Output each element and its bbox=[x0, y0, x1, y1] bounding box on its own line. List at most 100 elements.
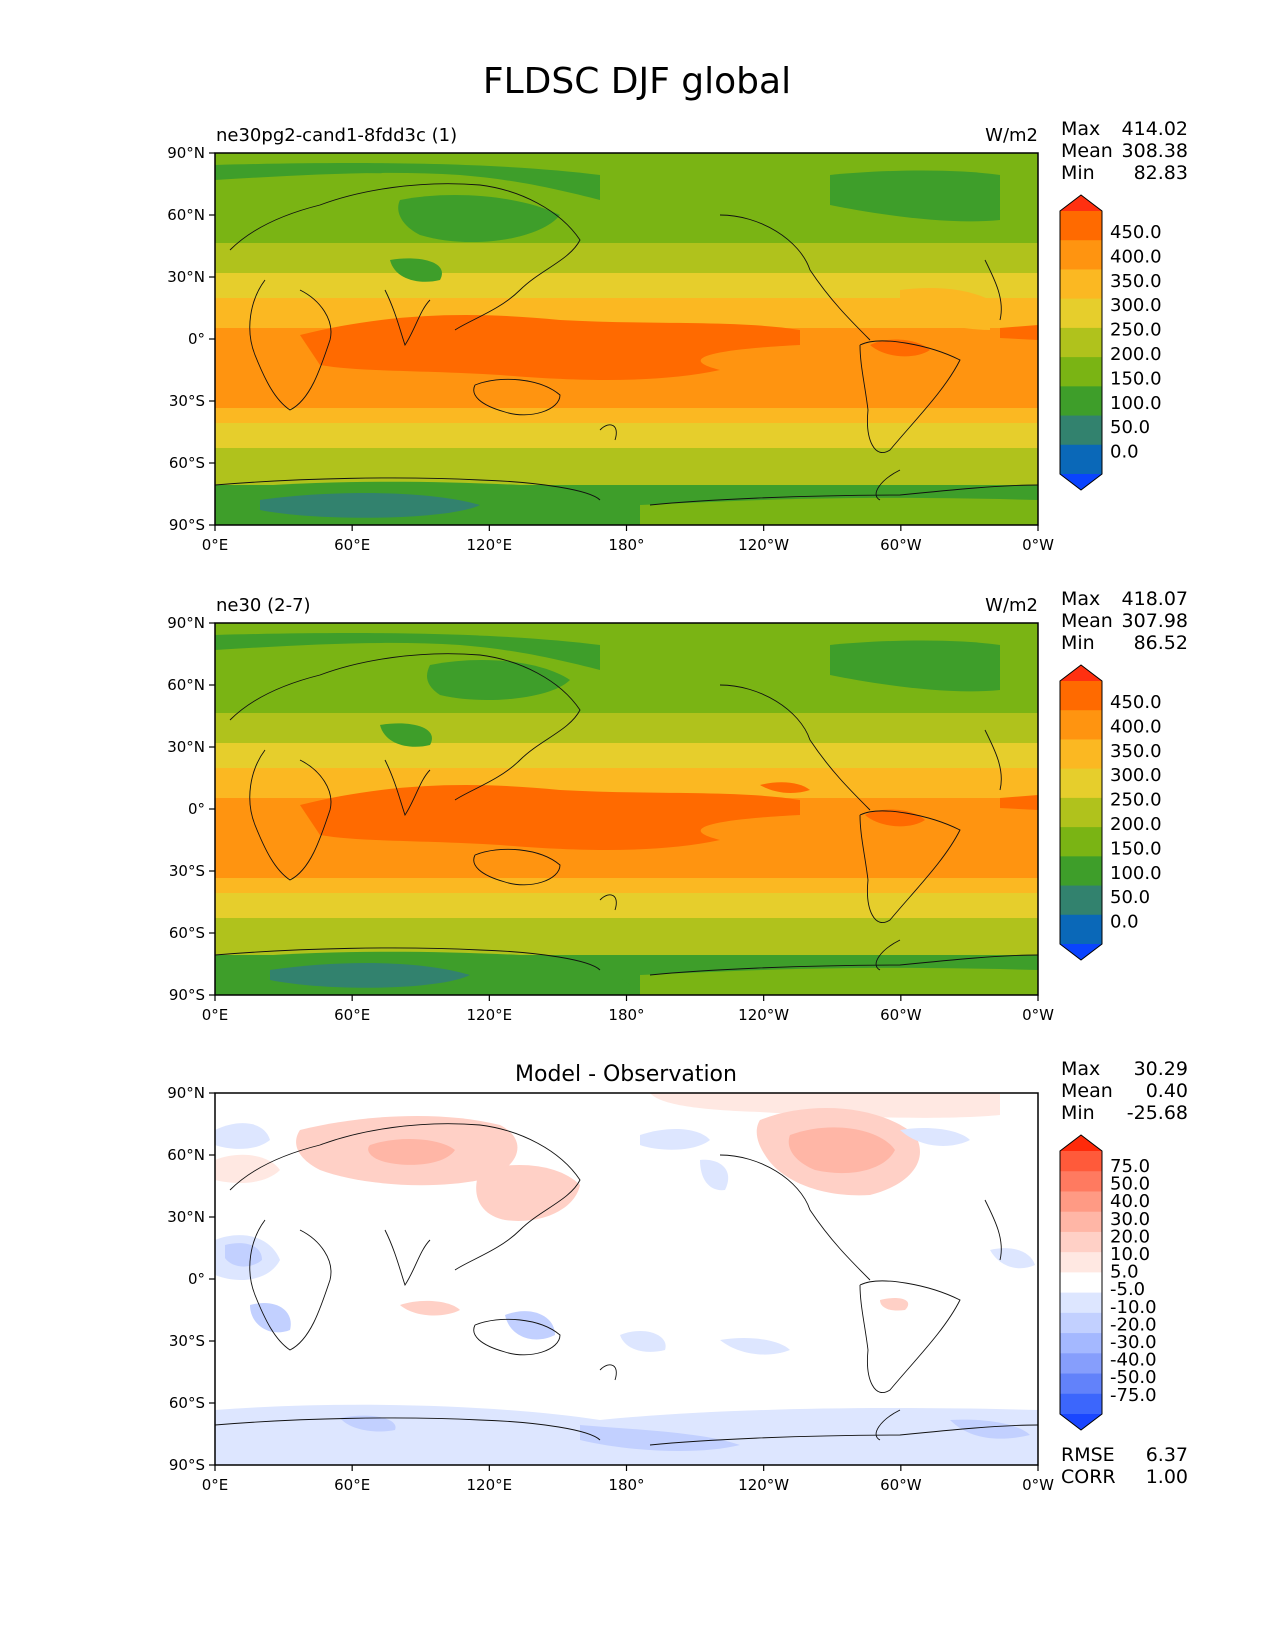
stat-min-value: -25.68 bbox=[1127, 1102, 1188, 1124]
y-tick-label: 30°N bbox=[167, 1208, 205, 1226]
colorbar-label: 50.0 bbox=[1110, 417, 1150, 438]
colorbar-label: 450.0 bbox=[1110, 692, 1162, 713]
y-tick-label: 30°N bbox=[167, 738, 205, 756]
panel-model-2: ne30 (2-7) W/m2 90°N60°N30°N0°30°S60°S90… bbox=[167, 588, 1188, 1024]
colorbar-label: -5.0 bbox=[1110, 1279, 1145, 1300]
y-axis-ticks: 90°N 60°N 30°N 0° 30°S 60°S 90°S bbox=[167, 614, 215, 1004]
y-tick-label: 30°S bbox=[169, 392, 205, 410]
y-tick-label: 0° bbox=[188, 330, 205, 348]
x-tick-label: 60°E bbox=[334, 1006, 370, 1024]
colorbar-label: 150.0 bbox=[1110, 838, 1162, 859]
colorbar-swatch bbox=[1060, 386, 1102, 417]
colorbar-swatch bbox=[1060, 1171, 1102, 1192]
colorbar-swatch bbox=[1060, 1151, 1102, 1172]
x-tick-label: 60°W bbox=[880, 1006, 922, 1024]
stat-mean-label: Mean bbox=[1061, 610, 1113, 632]
colorbar-swatch bbox=[1060, 856, 1102, 887]
panel-units: W/m2 bbox=[985, 595, 1038, 616]
rmse-label: RMSE bbox=[1061, 1444, 1115, 1466]
colorbar-swatch bbox=[1060, 1373, 1102, 1395]
x-tick-label: 0°E bbox=[202, 536, 229, 554]
colorbar-label: 5.0 bbox=[1110, 1262, 1139, 1283]
colorbar-swatch bbox=[1060, 1191, 1102, 1213]
x-tick-label: 0°W bbox=[1022, 1476, 1054, 1494]
y-tick-label: 90°N bbox=[167, 614, 205, 632]
stat-max-value: 30.29 bbox=[1134, 1058, 1188, 1080]
colorbar-label: 400.0 bbox=[1110, 716, 1162, 737]
x-tick-label: 180° bbox=[608, 536, 644, 554]
panel-units: W/m2 bbox=[985, 125, 1038, 146]
colorbar-swatch bbox=[1060, 944, 1102, 960]
colorbar-swatch bbox=[1060, 1135, 1102, 1151]
y-tick-label: 90°S bbox=[169, 986, 205, 1004]
y-tick-label: 60°S bbox=[169, 454, 205, 472]
panel-model-1: ne30pg2-cand1-8fdd3c (1) W/m2 90°N 60°N 30… bbox=[167, 118, 1188, 554]
stat-min-label: Min bbox=[1061, 1102, 1095, 1124]
x-tick-label: 0°E bbox=[202, 1006, 229, 1024]
colorbar-label: 300.0 bbox=[1110, 295, 1162, 316]
colorbar-swatch bbox=[1060, 885, 1102, 916]
y-tick-label: 30°S bbox=[169, 1332, 205, 1350]
y-tick-label: 60°N bbox=[167, 206, 205, 224]
x-tick-label: 60°E bbox=[334, 536, 370, 554]
colorbar-swatch bbox=[1060, 1211, 1102, 1233]
x-tick-label: 60°W bbox=[880, 536, 922, 554]
panel-left-title: ne30 (2-7) bbox=[216, 595, 311, 616]
colorbar-outline bbox=[1059, 1134, 1103, 1431]
y-tick-label: 90°S bbox=[169, 516, 205, 534]
colorbar-label: 250.0 bbox=[1110, 790, 1162, 811]
colorbar-label: 350.0 bbox=[1110, 741, 1162, 762]
colorbar-swatch bbox=[1060, 710, 1102, 740]
colorbar-swatch bbox=[1060, 1333, 1102, 1354]
colorbar-swatch bbox=[1060, 1272, 1102, 1294]
colorbar-swatch bbox=[1060, 768, 1102, 799]
colorbar-label: -10.0 bbox=[1110, 1297, 1157, 1318]
stat-max-label: Max bbox=[1061, 588, 1100, 610]
y-tick-label: 0° bbox=[188, 1270, 205, 1288]
x-tick-label: 120°W bbox=[738, 536, 789, 554]
corr-value: 1.00 bbox=[1146, 1466, 1188, 1488]
colorbar-swatch bbox=[1060, 298, 1102, 329]
colorbar-swatch bbox=[1060, 665, 1102, 681]
y-tick-label: 0° bbox=[188, 800, 205, 818]
rmse-corr-box: RMSE 6.37 CORR 1.00 bbox=[1061, 1444, 1188, 1488]
colorbar-swatch bbox=[1060, 739, 1102, 770]
stat-max-label: Max bbox=[1061, 118, 1100, 140]
x-tick-label: 120°E bbox=[467, 1006, 513, 1024]
coastlines bbox=[214, 653, 1039, 976]
x-tick-label: 60°E bbox=[334, 1476, 370, 1494]
colorbar-label: 200.0 bbox=[1110, 814, 1162, 835]
x-axis-ticks: 0°E 60°E 120°E 180° 120°W 60°W 0°W bbox=[202, 525, 1054, 554]
colorbar-label: 50.0 bbox=[1110, 887, 1150, 908]
colorbar-swatch bbox=[1060, 269, 1102, 300]
figure-title: FLDSC DJF global bbox=[483, 61, 791, 102]
x-tick-label: 120°W bbox=[738, 1476, 789, 1494]
y-tick-label: 30°S bbox=[169, 862, 205, 880]
panel-left-title: ne30pg2-cand1-8fdd3c (1) bbox=[216, 125, 457, 146]
colorbar-swatch bbox=[1060, 240, 1102, 270]
stat-mean-value: 307.98 bbox=[1122, 610, 1188, 632]
x-tick-label: 120°E bbox=[467, 536, 513, 554]
x-tick-label: 0°E bbox=[202, 1476, 229, 1494]
colorbar-swatch bbox=[1060, 1393, 1102, 1415]
y-tick-label: 60°S bbox=[169, 924, 205, 942]
colorbar-label: 0.0 bbox=[1110, 912, 1139, 933]
y-tick-label: 60°N bbox=[167, 1146, 205, 1164]
map-area bbox=[214, 152, 1039, 526]
colorbar-swatch bbox=[1060, 1252, 1102, 1273]
stats-box: Max 30.29 Mean 0.40 Min -25.68 bbox=[1061, 1058, 1188, 1124]
coastlines bbox=[214, 183, 1039, 506]
y-axis-ticks: 90°N 60°N 30°N 0° 30°S 60°S 90°S bbox=[167, 144, 215, 534]
colorbar-label: 20.0 bbox=[1110, 1226, 1150, 1247]
stat-min-value: 82.83 bbox=[1134, 162, 1188, 184]
colorbar-swatch bbox=[1060, 444, 1102, 475]
stat-max-value: 414.02 bbox=[1122, 118, 1188, 140]
colorbar-swatch bbox=[1060, 797, 1102, 828]
y-tick-label: 30°N bbox=[167, 268, 205, 286]
x-tick-label: 120°W bbox=[738, 1006, 789, 1024]
colorbar-label: 75.0 bbox=[1110, 1156, 1150, 1177]
stat-min-label: Min bbox=[1061, 162, 1095, 184]
colorbar-label: 100.0 bbox=[1110, 393, 1162, 414]
colorbar: 75.050.040.030.020.010.05.0-5.0-10.0-20.… bbox=[1059, 1134, 1157, 1431]
colorbar-label: 50.0 bbox=[1110, 1174, 1150, 1195]
